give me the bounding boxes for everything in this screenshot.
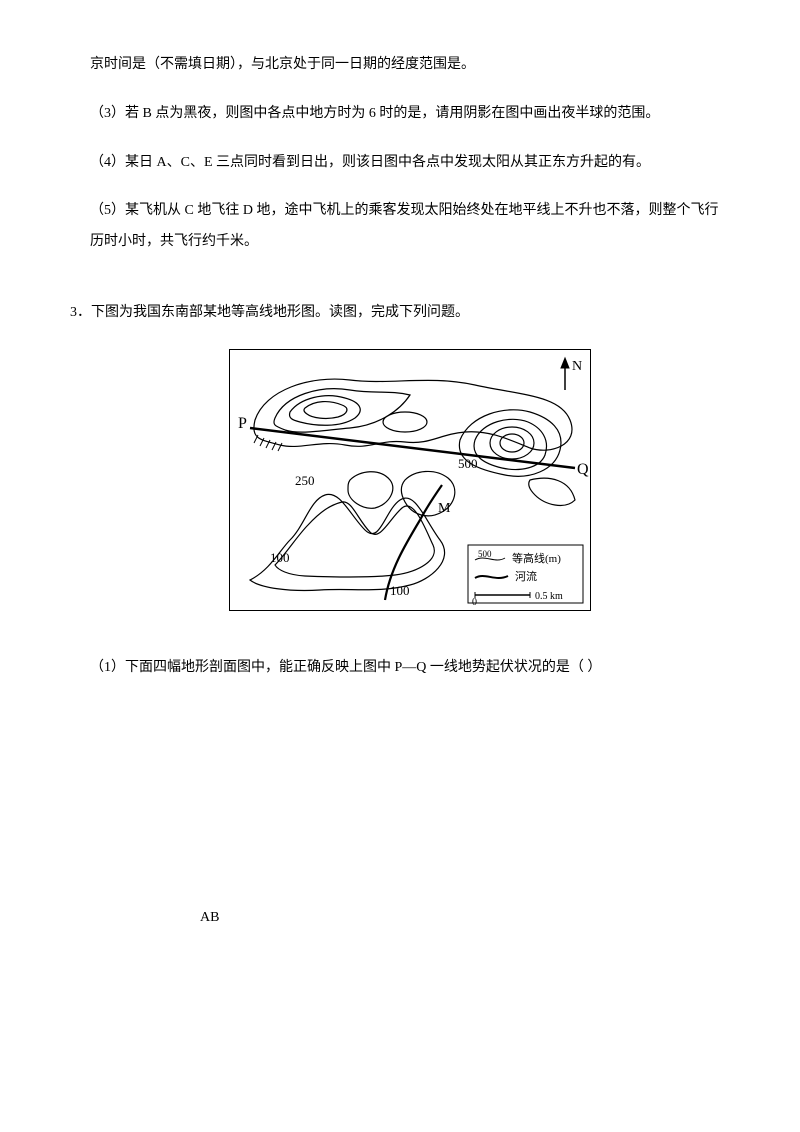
- contour-map-svg: N P Q M 250 500 100 100 500 等高线(m) 河流: [230, 350, 590, 610]
- legend-contour-label: 等高线(m): [512, 551, 561, 565]
- q2-part5: （5）某飞机从 C 地飞往 D 地，途中飞机上的乘客发现太阳始终处在地平线上不升…: [90, 196, 730, 258]
- contour-top-left-3: [304, 401, 347, 418]
- label-q: Q: [577, 461, 589, 478]
- contour-outer-100: [250, 494, 445, 590]
- contour-top-left-2: [289, 395, 360, 425]
- scale-end: 0.5 km: [535, 591, 563, 602]
- q2-part4: （4）某日 A、C、E 三点同时看到日出，则该日图中各点中发现太阳从其正东方升起…: [90, 148, 730, 179]
- q2-continuation: 京时间是（不需填日期），与北京处于同一日期的经度范围是。: [90, 50, 730, 81]
- q3-title: 3．下图为我国东南部某地等高线地形图。读图，完成下列问题。: [70, 298, 730, 329]
- contour-right-4: [500, 434, 524, 452]
- label-500: 500: [458, 456, 478, 471]
- contour-top-outer: [254, 379, 572, 450]
- north-label: N: [572, 359, 582, 374]
- north-arrow: [561, 358, 569, 390]
- legend: 500 等高线(m) 河流 0 0.5 km: [468, 545, 583, 608]
- pq-line: [250, 428, 575, 468]
- contour-mid: [348, 472, 393, 509]
- scale-0: 0: [472, 597, 477, 608]
- option-ab: AB: [200, 903, 730, 934]
- contour-map: N P Q M 250 500 100 100 500 等高线(m) 河流: [229, 349, 591, 611]
- q2-part3: （3）若 B 点为黑夜，则图中各点中地方时为 6 时的是，请用阴影在图中画出夜半…: [90, 99, 730, 130]
- q3-part1: （1）下面四幅地形剖面图中，能正确反映上图中 P—Q 一线地势起伏状况的是（ ）: [90, 653, 730, 684]
- contour-2: [275, 502, 434, 577]
- contour-far-right: [529, 478, 575, 505]
- contour-map-wrap: N P Q M 250 500 100 100 500 等高线(m) 河流: [90, 349, 730, 623]
- legend-500: 500: [478, 549, 492, 559]
- contour-right-3: [490, 427, 534, 459]
- contour-top-left-1: [274, 389, 410, 432]
- legend-river-label: 河流: [515, 569, 537, 583]
- label-p: P: [238, 415, 247, 432]
- label-100a: 100: [270, 550, 290, 565]
- contour-saddle: [383, 412, 427, 432]
- label-m: M: [438, 501, 451, 516]
- label-250: 250: [295, 473, 315, 488]
- label-100b: 100: [390, 583, 410, 598]
